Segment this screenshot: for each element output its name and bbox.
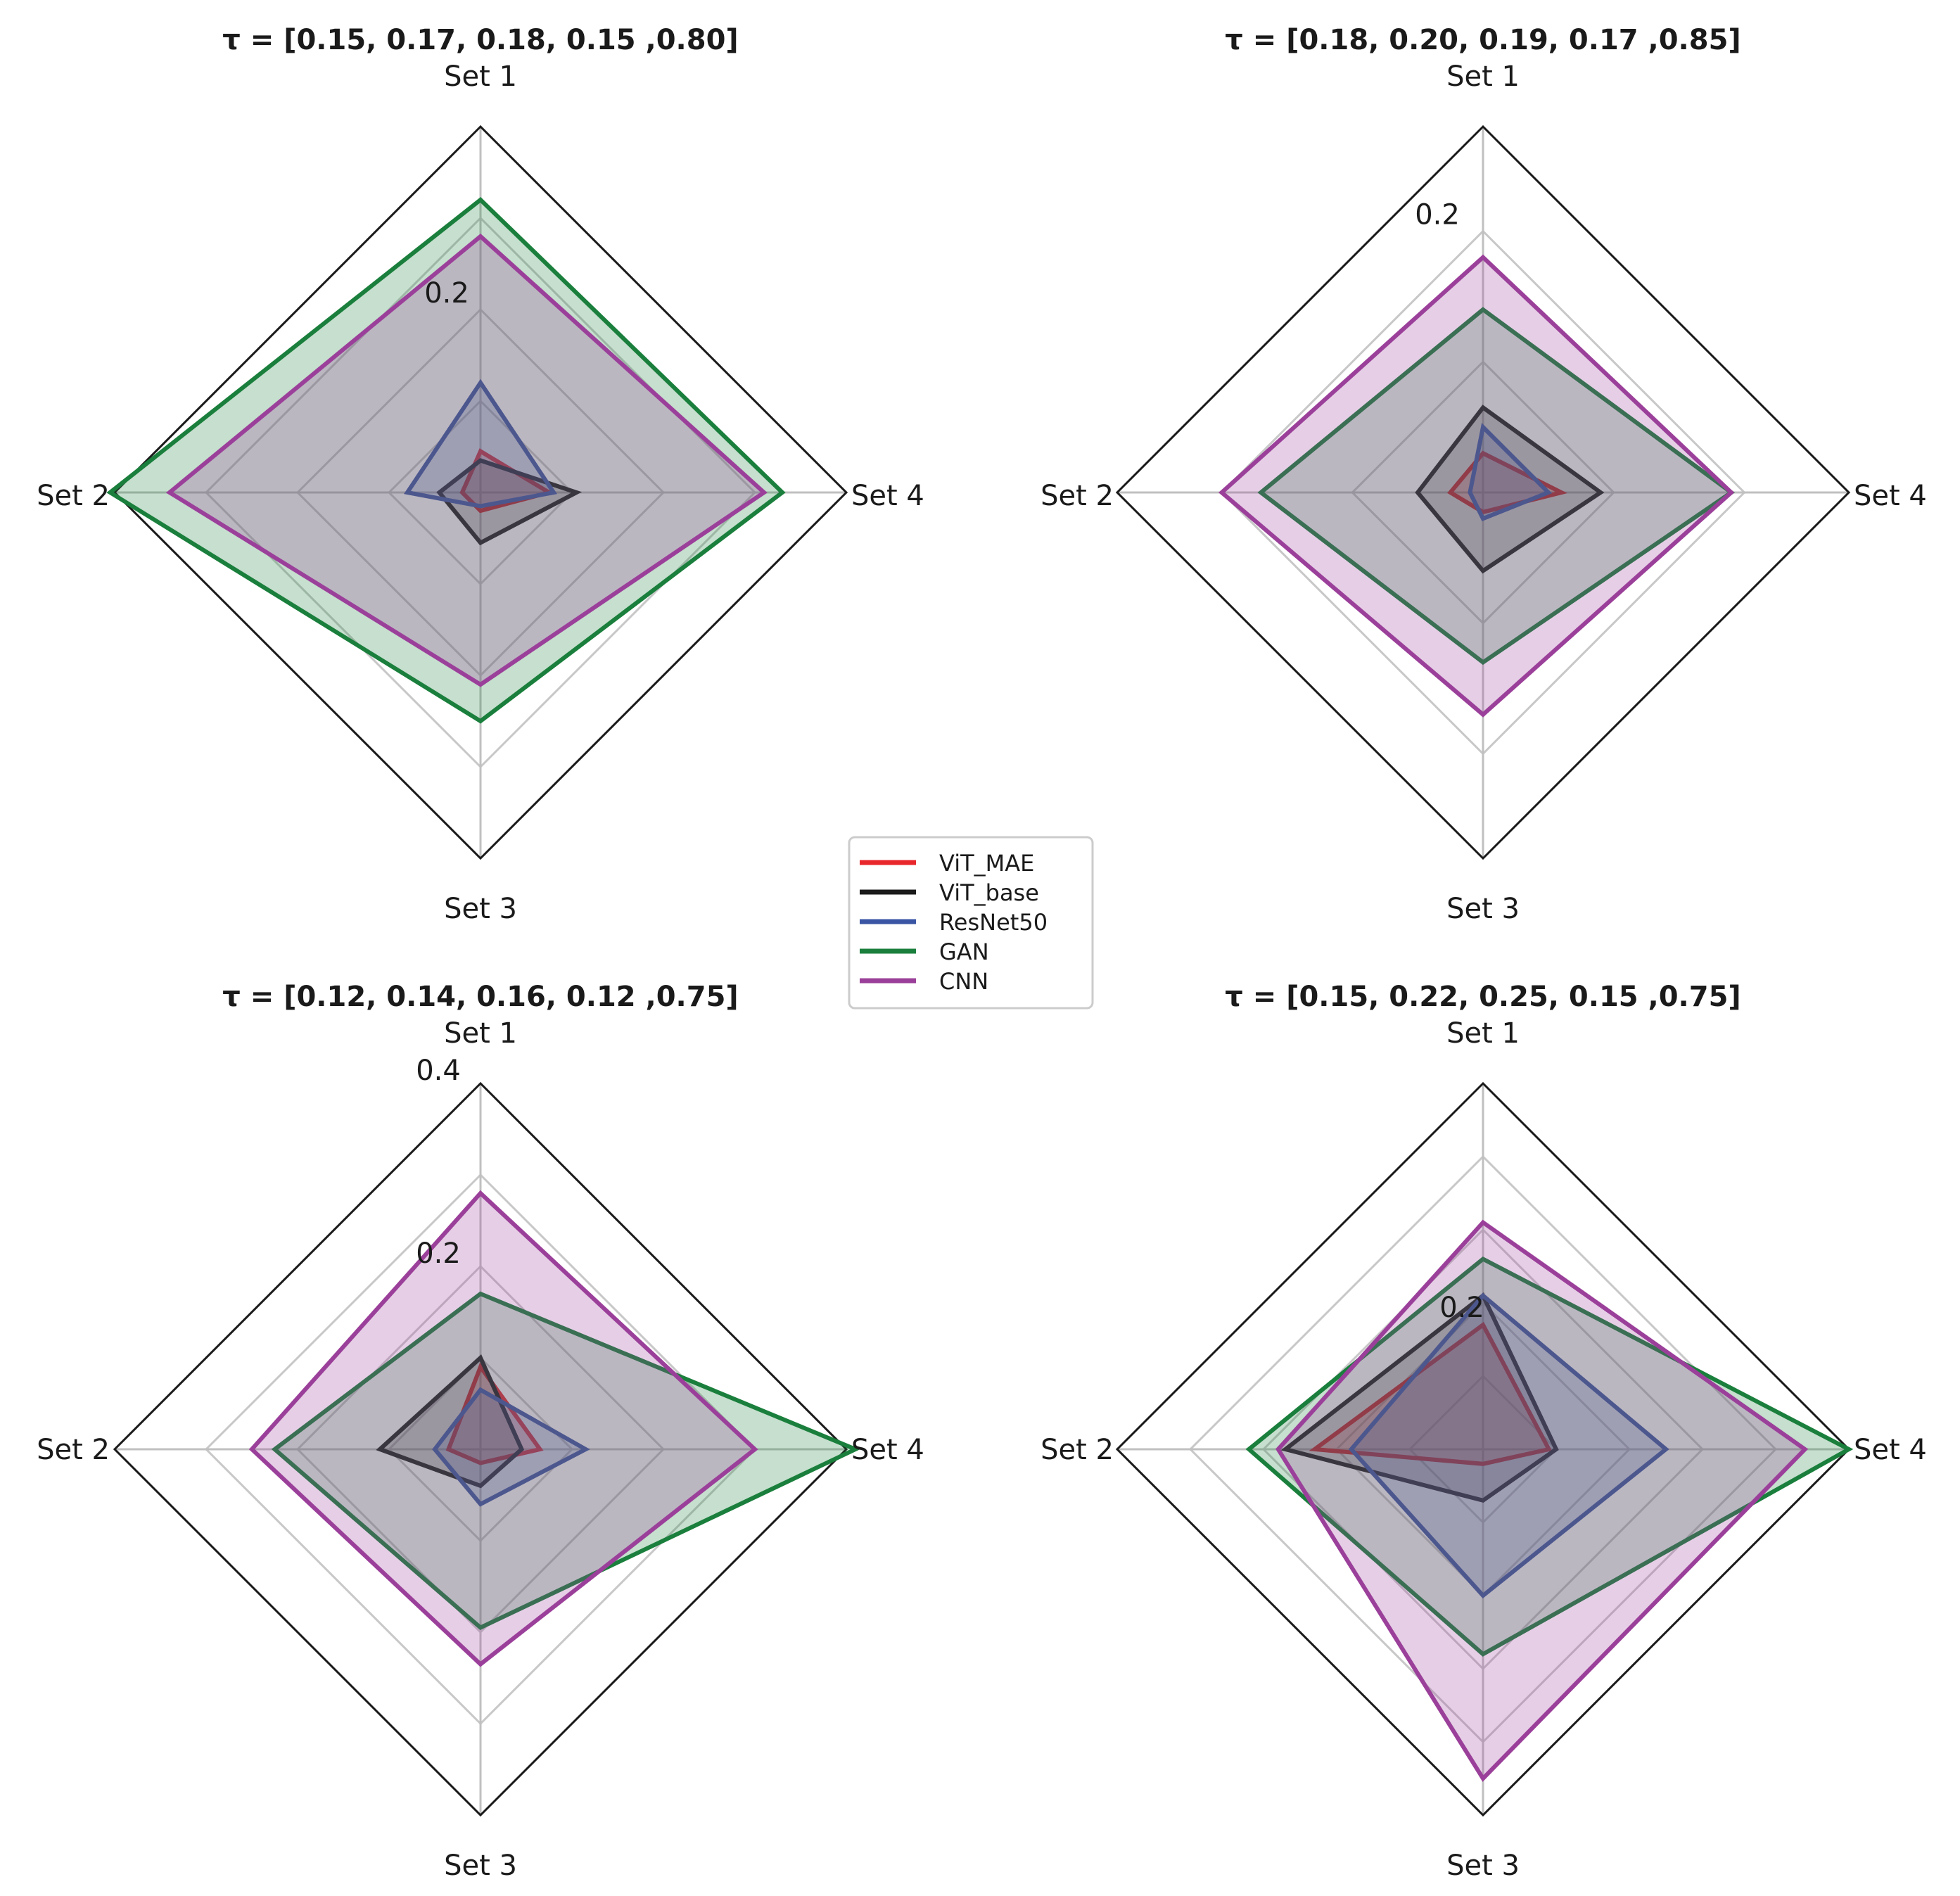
radar-panel-1: 0.2 τ = [0.15, 0.17, 0.18, 0.15 ,0.80] S… (37, 24, 924, 925)
panel-4-axis-label-set1: Set 1 (1446, 1017, 1520, 1050)
panel-4-title: τ = [0.15, 0.22, 0.25, 0.15 ,0.75] (1225, 981, 1741, 1013)
radar-panel-2: 0.2 τ = [0.18, 0.20, 0.19, 0.17 ,0.85] S… (1041, 24, 1927, 925)
panel-4-grid: 0.2 (1115, 1081, 1854, 1817)
legend-label-gan: GAN (939, 939, 989, 965)
panel-3-grid: 0.2 0.4 (113, 1055, 861, 1817)
panel-1-grid: 0.2 (106, 125, 848, 860)
panel-4-axis-label-set2: Set 2 (1041, 1434, 1114, 1466)
panel-2-title: τ = [0.18, 0.20, 0.19, 0.17 ,0.85] (1225, 24, 1741, 56)
panel-1-axis-label-set3: Set 3 (444, 893, 517, 925)
radar-panel-4: 0.2 τ = [0.15, 0.22, 0.25, 0.15 ,0.75] S… (1041, 981, 1927, 1882)
legend-box (848, 836, 1094, 1010)
series-resnet50-polygon (403, 378, 558, 509)
panel-2-axis-label-set2: Set 2 (1041, 480, 1114, 512)
panel-3-axis-label-set3: Set 3 (444, 1850, 517, 1882)
series-resnet50-polygon (432, 1387, 590, 1507)
panel-4-axis-label-set4: Set 4 (1854, 1434, 1927, 1466)
radial-tick-label: 0.2 (416, 1238, 461, 1270)
legend-label-vit-mae: ViT_MAE (939, 850, 1034, 877)
outer-frame (113, 125, 848, 860)
series-gan-polygon (1245, 1256, 1854, 1657)
outer-frame (1115, 1081, 1851, 1817)
panel-1-axis-label-set2: Set 2 (37, 480, 110, 512)
panel-1-title: τ = [0.15, 0.17, 0.18, 0.15 ,0.80] (222, 24, 738, 56)
radial-tick-label: 0.2 (424, 277, 469, 310)
series-gan-polygon (271, 1291, 861, 1631)
panel-4-axis-label-set3: Set 3 (1446, 1850, 1520, 1882)
legend: ViT_MAE ViT_base ResNet50 GAN CNN (848, 836, 1094, 1010)
outer-frame (1115, 125, 1851, 860)
series-vit-mae-polygon (1309, 1321, 1553, 1466)
series-cnn-polygon (248, 1190, 758, 1667)
panel-2-axis-label-set4: Set 4 (1854, 480, 1927, 512)
radial-tick-label: 0.2 (1415, 199, 1460, 231)
panel-2-axis-label-set3: Set 3 (1446, 893, 1520, 925)
outer-frame (113, 1081, 848, 1817)
series-resnet50-polygon (1348, 1292, 1669, 1599)
legend-label-vit-base: ViT_base (939, 879, 1039, 906)
series-vit-base-polygon (376, 1354, 525, 1489)
legend-label-resnet50: ResNet50 (939, 909, 1048, 936)
panel-1-axis-label-set1: Set 1 (444, 61, 517, 93)
series-vit-base-polygon (1415, 405, 1605, 574)
radial-tick-label: 0.2 (1439, 1292, 1484, 1324)
series-resnet50-polygon (1468, 423, 1553, 521)
series-cnn-polygon (1275, 1219, 1809, 1782)
series-cnn-polygon (165, 234, 768, 687)
series-gan-polygon (106, 197, 786, 724)
panel-3-axis-label-set2: Set 2 (37, 1434, 110, 1466)
panel-3-title: τ = [0.12, 0.14, 0.16, 0.12 ,0.75] (222, 981, 738, 1013)
panel-2-grid: 0.2 (1115, 125, 1851, 860)
radial-tick-label: 0.4 (416, 1055, 461, 1087)
panel-3-axis-label-set4: Set 4 (851, 1434, 924, 1466)
series-gan-polygon (1257, 307, 1736, 666)
series-cnn-polygon (1218, 254, 1735, 718)
panel-2-axis-label-set1: Set 1 (1446, 61, 1520, 93)
radar-panel-3: 0.2 0.4 τ = [0.12, 0.14, 0.16, 0.12 ,0.75… (37, 981, 924, 1882)
panel-1-axis-label-set4: Set 4 (851, 480, 924, 512)
legend-label-cnn: CNN (939, 968, 988, 995)
panel-3-axis-label-set1: Set 1 (444, 1017, 517, 1050)
